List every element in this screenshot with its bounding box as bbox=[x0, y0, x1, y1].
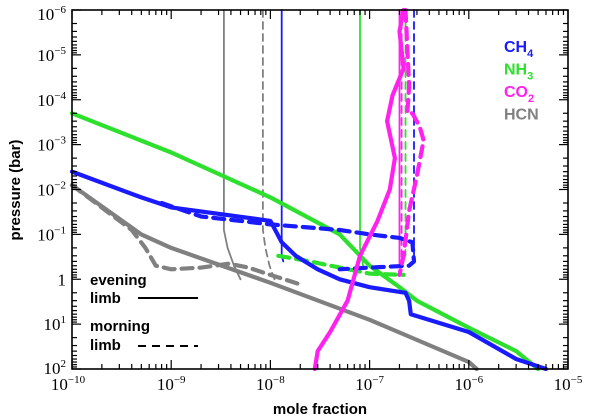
series-line-co2-morning-thick bbox=[397, 7, 426, 277]
legend-entry-nh3: NH3 bbox=[504, 62, 533, 83]
series-line-hcn-evening-thin bbox=[223, 9, 242, 281]
x-tick-label: 10−7 bbox=[355, 374, 384, 394]
series-line-ch4-evening-thick bbox=[69, 169, 549, 372]
y-tick-label: 10−3 bbox=[37, 135, 66, 155]
series-line-ch4-evening-thin bbox=[280, 9, 285, 263]
x-tick-label: 10−5 bbox=[554, 374, 583, 394]
limb-legend-evening-line2: limb bbox=[90, 290, 121, 307]
x-tick-label: 10−8 bbox=[256, 374, 285, 394]
series-line-ch4-morning-thick bbox=[159, 200, 417, 272]
legend-entry-ch4: CH4 bbox=[504, 39, 534, 60]
legend-entry-hcn: HCN bbox=[504, 107, 539, 124]
x-axis-title: mole fraction bbox=[273, 401, 367, 418]
series-line-nh3-evening-thick bbox=[69, 111, 541, 372]
y-tick-label: 10−1 bbox=[37, 224, 66, 244]
axis-ticks bbox=[71, 9, 569, 370]
legend-entry-co2: CO2 bbox=[504, 84, 534, 105]
y-axis-title: pressure (bar) bbox=[7, 140, 24, 241]
limb-legend-morning-line1: morning bbox=[90, 318, 150, 335]
y-tick-label: 10−4 bbox=[37, 90, 66, 110]
limb-legend-evening-line1: evening bbox=[90, 272, 147, 289]
series-lines bbox=[69, 7, 549, 372]
series-line-hcn-morning-thin bbox=[262, 9, 276, 281]
plot-frame bbox=[71, 9, 569, 370]
y-tick-label: 10−5 bbox=[37, 45, 66, 65]
y-tick-label: 1 bbox=[58, 270, 67, 289]
y-tick-label: 10−6 bbox=[37, 4, 66, 24]
limb-legend: evening limb morning limb bbox=[90, 272, 198, 354]
x-tick-label: 10−6 bbox=[454, 374, 483, 394]
series-line-nh3-evening-thin bbox=[359, 9, 364, 267]
limb-legend-morning-line2: limb bbox=[90, 337, 121, 354]
series-line-co2-evening-thick bbox=[312, 7, 406, 372]
series-line-hcn-morning-thick bbox=[69, 183, 303, 287]
x-tick-label: 10−10 bbox=[51, 374, 86, 394]
y-tick-label: 101 bbox=[44, 314, 67, 334]
y-tick-labels: 10−6 10−5 10−4 10−3 10−2 10−1 1 101 102 bbox=[37, 4, 66, 378]
y-tick-label: 102 bbox=[44, 358, 67, 378]
x-tick-labels: 10−10 10−9 10−8 10−7 10−6 10−5 bbox=[51, 374, 583, 394]
y-tick-label: 10−2 bbox=[37, 180, 66, 200]
x-tick-label: 10−9 bbox=[157, 374, 186, 394]
